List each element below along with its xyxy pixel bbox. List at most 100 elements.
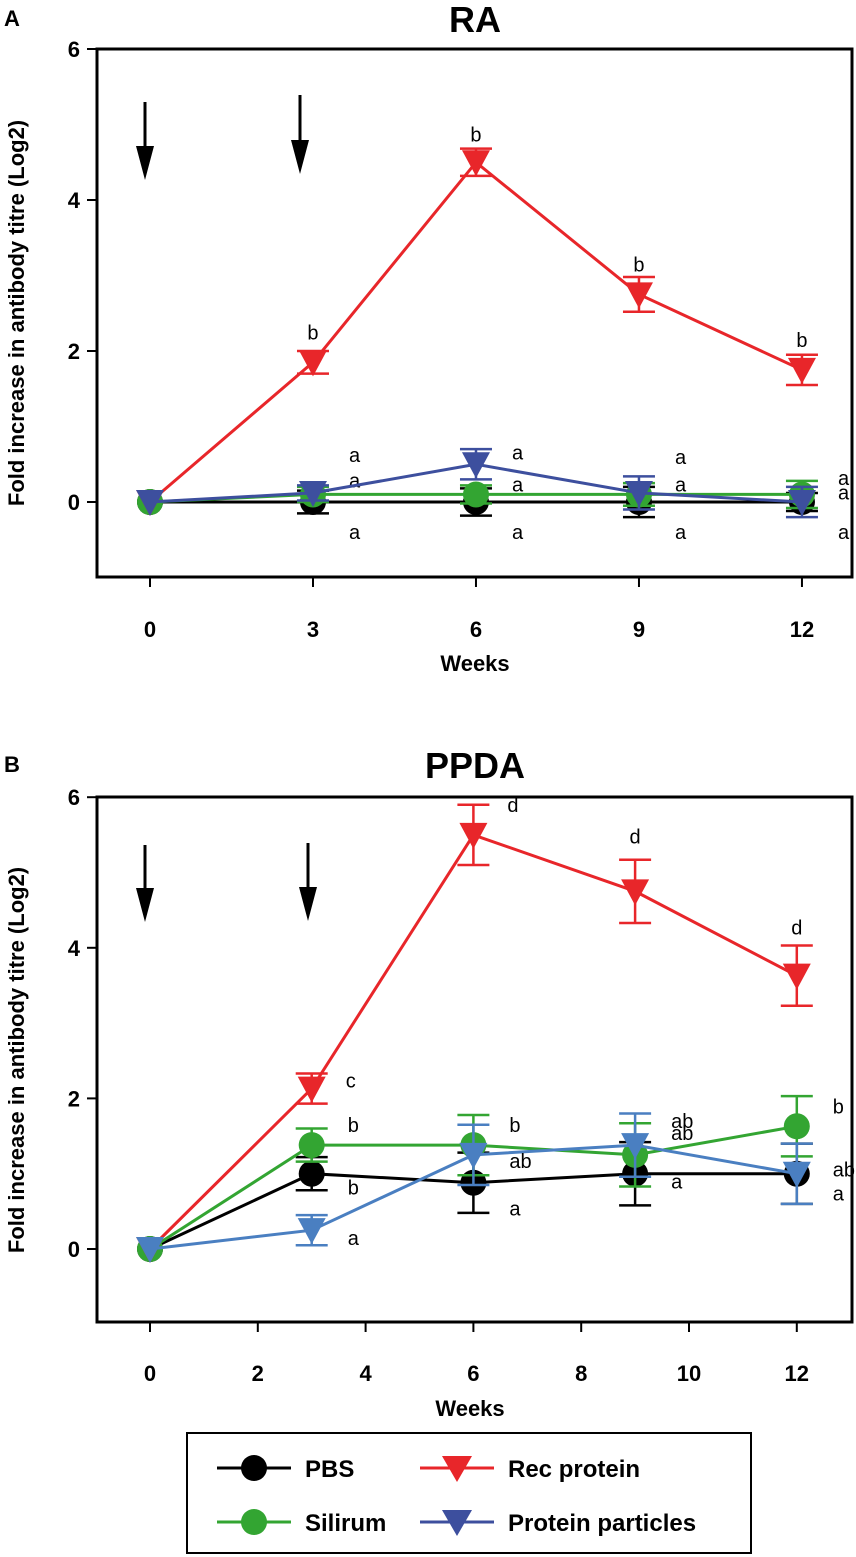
significance-letter: b <box>470 124 481 146</box>
significance-letter: c <box>346 1071 356 1093</box>
panel-a: A RA Fold increase in antibody titre (Lo… <box>4 0 854 676</box>
significance-letter: ab <box>509 1151 531 1173</box>
legend-frame <box>186 1432 752 1554</box>
significance-letter: a <box>349 522 361 544</box>
y-tick-label: 4 <box>68 188 81 213</box>
significance-letter: ab <box>671 1111 693 1133</box>
x-tick-label: 8 <box>575 1361 587 1386</box>
plot-frame-b <box>95 795 854 1324</box>
data-point <box>459 822 488 849</box>
significance-letter: a <box>838 522 850 544</box>
y-tick-label: 6 <box>68 37 80 62</box>
significance-letter: a <box>348 1228 360 1250</box>
significance-letter: a <box>671 1172 683 1194</box>
data-point <box>459 1142 488 1169</box>
plot-frame-a <box>95 47 854 579</box>
arrows-a <box>136 95 309 180</box>
vaccination-arrow-head <box>136 888 154 922</box>
vaccination-arrow-head <box>299 887 317 921</box>
significance-letter: d <box>791 918 802 940</box>
data-point <box>136 490 164 516</box>
legend: PBS Rec protein Silirum Protein particles <box>186 1432 752 1554</box>
significance-letter: a <box>833 1184 845 1206</box>
x-axis-label-a: Weeks <box>440 651 509 676</box>
chart-title-b: PPDA <box>425 745 525 786</box>
data-point <box>298 350 327 377</box>
ticks-a: 0 3 6 9 12 0 2 4 6 <box>68 37 814 642</box>
x-tick-label: 0 <box>144 617 156 642</box>
y-tick-label: 0 <box>68 1237 80 1262</box>
significance-letter: a <box>512 522 524 544</box>
significance-letter: a <box>838 468 850 490</box>
data-point <box>782 963 811 990</box>
panel-label-a: A <box>4 6 20 31</box>
data-point <box>461 150 490 177</box>
chart-title-a: RA <box>449 0 501 40</box>
x-tick-label: 2 <box>252 1361 264 1386</box>
y-axis-label-b: Fold increase in antibody titre (Log2) <box>4 867 29 1253</box>
data-point <box>787 490 816 516</box>
x-tick-label: 6 <box>470 617 482 642</box>
x-axis-label-b: Weeks <box>435 1396 504 1421</box>
data-point <box>782 1161 811 1188</box>
y-tick-label: 0 <box>68 490 80 515</box>
legend-label: Silirum <box>305 1510 386 1537</box>
vaccination-arrow-head <box>136 146 154 180</box>
significance-letter: a <box>675 447 687 469</box>
data-point <box>787 357 816 384</box>
y-tick-label: 2 <box>68 1086 80 1111</box>
data-point <box>621 879 650 906</box>
x-tick-label: 3 <box>307 617 319 642</box>
significance-letter: d <box>507 795 518 817</box>
significance-letter: a <box>509 1199 521 1221</box>
data-point <box>624 282 653 309</box>
data-point <box>136 1237 164 1263</box>
significance-letter: a <box>349 470 361 492</box>
legend-item-silirum: Silirum <box>217 1509 386 1537</box>
arrows-b <box>136 843 317 922</box>
data-point <box>297 1218 326 1245</box>
legend-label: Protein particles <box>508 1510 696 1537</box>
legend-item-pbs: PBS <box>217 1455 354 1483</box>
significance-letter: a <box>512 442 524 464</box>
legend-marker <box>241 1509 267 1535</box>
series-pbs: b a a a <box>137 1140 845 1262</box>
significance-letter: a <box>675 522 687 544</box>
data-point <box>624 480 653 507</box>
legend-items: PBS Rec protein Silirum Protein particles <box>217 1455 696 1537</box>
y-tick-label: 2 <box>68 339 80 364</box>
legend-item-rec-protein: Rec protein <box>420 1456 640 1483</box>
y-tick-label: 4 <box>68 936 81 961</box>
x-tick-label: 9 <box>633 617 645 642</box>
significance-letter: a <box>512 474 524 496</box>
legend-label: Rec protein <box>508 1456 640 1483</box>
significance-letter: b <box>833 1096 844 1118</box>
significance-letter: d <box>630 826 641 848</box>
data-point <box>462 481 489 508</box>
data-point <box>297 1076 326 1103</box>
panel-label-b: B <box>4 752 20 777</box>
significance-letter: ab <box>671 1123 693 1145</box>
data-point <box>298 1132 325 1159</box>
ticks-b: 0 2 4 6 8 10 12 0 2 4 6 <box>68 785 809 1386</box>
significance-letter: a <box>349 445 361 467</box>
legend-marker <box>442 1510 472 1536</box>
significance-letter: ab <box>833 1160 855 1182</box>
data-point <box>621 1133 650 1160</box>
significance-letter: b <box>348 1178 359 1200</box>
legend-label: PBS <box>305 1456 354 1483</box>
data-point <box>783 1113 810 1140</box>
data-point <box>461 452 490 479</box>
significance-letter: a <box>675 474 687 496</box>
significance-letter: b <box>509 1115 520 1137</box>
panel-b: B PPDA Fold increase in antibody titre (… <box>4 745 855 1421</box>
vaccination-arrow-head <box>291 140 309 174</box>
data-point <box>298 1160 325 1187</box>
series-rec-protein: c d d d <box>136 795 813 1263</box>
data-point <box>298 480 327 507</box>
significance-letter: a <box>838 482 850 504</box>
